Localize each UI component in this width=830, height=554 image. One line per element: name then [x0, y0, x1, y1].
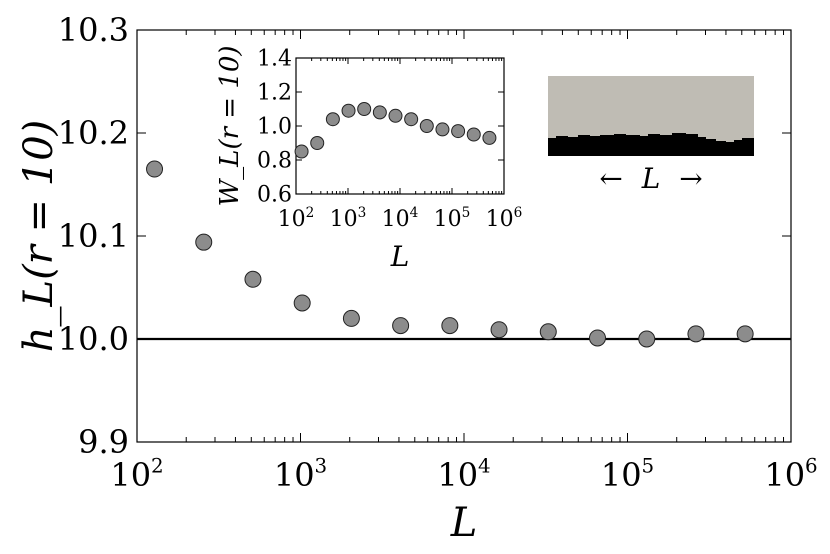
- main-data-point: [342, 309, 360, 327]
- inset-x-tick-exp: 3: [358, 205, 367, 221]
- main-data-point: [392, 317, 410, 335]
- inset-x-tick-exp: 4: [410, 205, 419, 221]
- inset-x-tick-label: 105: [434, 205, 471, 232]
- inset-data-point: [357, 102, 372, 116]
- main-x-tick-label: 104: [437, 455, 490, 494]
- inset-data-point: [466, 127, 481, 142]
- main-y-tick-label: 9.9: [78, 423, 129, 461]
- inset-data-point: [372, 105, 387, 120]
- inset-data-point: [325, 112, 340, 127]
- inset-plot-background: [296, 58, 504, 194]
- main-data-point: [195, 233, 213, 251]
- inset-x-tick-label: 103: [330, 205, 367, 232]
- main-y-tick-label: 10.3: [58, 11, 129, 49]
- main-data-point: [588, 329, 606, 347]
- main-data-point: [244, 270, 262, 288]
- inset-x-tick-exp: 5: [462, 205, 471, 221]
- main-x-tick-exp: 2: [151, 455, 164, 478]
- inset-x-tick-base: 10: [330, 207, 358, 232]
- right-arrow: →: [679, 162, 702, 195]
- main-data-point: [441, 317, 459, 335]
- main-points: [146, 160, 754, 348]
- main-data-point: [490, 321, 508, 339]
- interface-diagram: ← L →: [548, 76, 754, 195]
- main-x-tick-base: 10: [437, 456, 478, 494]
- main-x-tick-label: 103: [274, 455, 327, 494]
- main-y-axis-title: h_L(r = 10): [16, 120, 62, 353]
- main-data-point: [687, 325, 705, 343]
- main-data-point: [539, 323, 557, 341]
- main-x-tick-exp: 3: [315, 455, 328, 478]
- inset-x-tick-label: 106: [486, 205, 523, 232]
- inset-data-point: [341, 103, 356, 118]
- inset-data-point: [482, 130, 497, 145]
- inset-y-tick-label: 1.4: [257, 47, 292, 72]
- inset-x-tick-base: 10: [486, 207, 514, 232]
- inset-x-tick-exp: 2: [306, 205, 315, 221]
- inset-y-tick-label: 0.6: [257, 183, 292, 208]
- inset-data-point: [435, 122, 450, 137]
- inset-x-tick-exp: 6: [514, 205, 523, 221]
- inset-x-tick-label: 102: [278, 205, 315, 232]
- main-data-point: [638, 330, 656, 348]
- diagram-caption-label: L: [641, 162, 661, 195]
- inset-x-axis-title: L: [390, 240, 410, 273]
- main-data-point: [293, 294, 311, 312]
- inset-x-tick-base: 10: [382, 207, 410, 232]
- main-y-tick-label: 10.0: [58, 320, 129, 358]
- main-x-axis-title: L: [450, 500, 478, 546]
- inset-x-tick-label: 104: [382, 205, 419, 232]
- inset-y-axis-title: W_L(r = 10): [215, 45, 245, 206]
- inset-data-point: [404, 112, 419, 127]
- main-x-tick-label: 105: [601, 455, 654, 494]
- inset-y-tick-label: 0.8: [257, 149, 292, 174]
- main-x-tick-exp: 5: [642, 455, 655, 478]
- inset-points: [294, 102, 497, 159]
- main-x-tick-base: 10: [110, 456, 151, 494]
- main-y-tick-label: 10.1: [58, 217, 129, 255]
- main-data-point: [146, 160, 164, 178]
- inset-y-tick-label: 1.2: [257, 81, 292, 106]
- diagram-caption: ← L →: [599, 162, 702, 195]
- left-arrow: ←: [599, 162, 622, 195]
- inset-data-point: [310, 136, 325, 150]
- main-x-tick-label: 102: [110, 455, 163, 494]
- inset-data-point: [419, 119, 434, 133]
- diagram-lower-region: [548, 133, 754, 156]
- inset-data-point: [294, 144, 309, 159]
- main-x-tick-base: 10: [764, 456, 805, 494]
- inset-y-axis-title-text: W_L(r = 10): [215, 45, 245, 206]
- inset-data-point: [388, 108, 403, 123]
- inset-x-tick-base: 10: [434, 207, 462, 232]
- main-x-tick-label: 106: [764, 455, 817, 494]
- main-y-tick-label: 10.2: [58, 114, 129, 152]
- inset-data-point: [451, 124, 466, 139]
- main-x-tick-base: 10: [274, 456, 315, 494]
- main-x-tick-exp: 4: [478, 455, 491, 478]
- main-data-point: [736, 325, 754, 343]
- main-y-axis-title-text: h_L(r = 10): [16, 120, 62, 353]
- main-x-tick-exp: 6: [805, 455, 818, 478]
- inset-x-tick-base: 10: [278, 207, 306, 232]
- inset-y-tick-label: 1.0: [257, 115, 292, 140]
- main-x-tick-base: 10: [601, 456, 642, 494]
